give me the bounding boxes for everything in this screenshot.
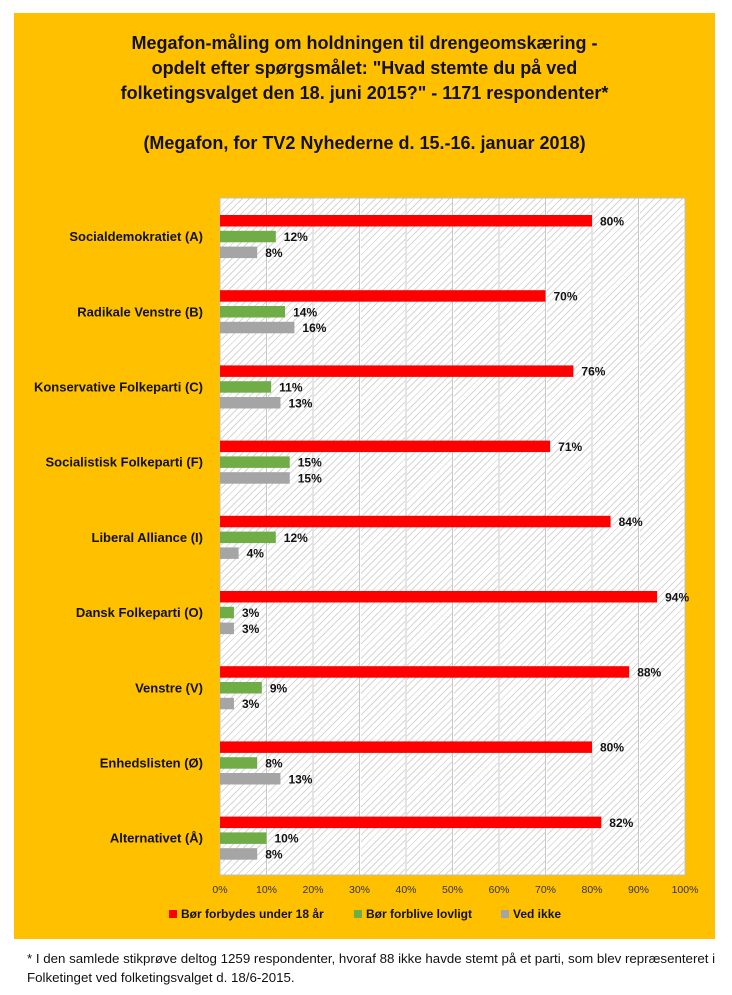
legend-swatch xyxy=(169,910,177,918)
x-tick-label: 20% xyxy=(302,884,323,896)
data-label: 80% xyxy=(600,741,624,755)
x-tick-label: 10% xyxy=(256,884,277,896)
data-label: 8% xyxy=(265,756,283,770)
bar xyxy=(220,306,286,318)
plot-hatch-band xyxy=(639,198,684,875)
data-label: 13% xyxy=(288,772,312,786)
bar xyxy=(220,515,611,528)
data-label: 76% xyxy=(581,365,605,379)
bar xyxy=(220,591,658,603)
bar xyxy=(220,230,276,243)
bar xyxy=(220,531,276,544)
category-label: Dansk Folkeparti (O) xyxy=(76,605,203,620)
x-tick-label: 90% xyxy=(628,884,649,896)
data-label: 4% xyxy=(247,547,265,561)
x-tick-label: 50% xyxy=(442,884,463,896)
data-label: 13% xyxy=(288,396,312,410)
bar xyxy=(220,622,234,635)
bar xyxy=(220,773,281,785)
plot-hatch-band xyxy=(593,198,638,875)
bar xyxy=(220,848,258,860)
x-tick-label: 80% xyxy=(581,884,602,896)
bar xyxy=(220,741,592,753)
data-label: 12% xyxy=(284,230,308,244)
plot-hatch-band xyxy=(360,198,405,875)
data-label: 15% xyxy=(298,471,322,485)
bar xyxy=(220,456,290,468)
data-label: 3% xyxy=(242,606,260,620)
data-label: 88% xyxy=(637,665,661,679)
legend-item: Bør forblive lovligt xyxy=(354,907,472,921)
legend-swatch xyxy=(501,910,509,918)
bar xyxy=(220,547,239,559)
plot-hatch-band xyxy=(407,198,452,875)
data-label: 3% xyxy=(242,622,260,636)
x-tick-label: 0% xyxy=(212,884,227,896)
x-tick-label: 30% xyxy=(349,884,370,896)
data-label: 84% xyxy=(619,515,643,529)
bar xyxy=(220,440,551,453)
footnote: * I den samlede stikprøve deltog 1259 re… xyxy=(27,951,716,985)
plot-hatch-band xyxy=(546,198,591,875)
bar xyxy=(220,666,630,678)
x-tick-label: 70% xyxy=(535,884,556,896)
legend-label: Ved ikke xyxy=(513,907,562,921)
x-tick-label: 100% xyxy=(672,884,699,896)
x-tick-label: 60% xyxy=(488,884,509,896)
chart-title-line-1: Megafon-måling om holdningen til drengeo… xyxy=(131,33,598,53)
data-label: 70% xyxy=(554,289,578,303)
legend-label: Bør forbydes under 18 år xyxy=(181,907,324,921)
data-label: 82% xyxy=(609,816,633,830)
data-label: 10% xyxy=(275,832,299,846)
category-label: Radikale Venstre (B) xyxy=(77,304,203,319)
category-label: Liberal Alliance (I) xyxy=(92,530,204,545)
data-label: 80% xyxy=(600,214,624,228)
data-label: 3% xyxy=(242,697,260,711)
chart-subtitle: (Megafon, for TV2 Nyhederne d. 15.-16. j… xyxy=(143,133,586,153)
data-label: 8% xyxy=(265,847,283,861)
legend-item: Ved ikke xyxy=(501,907,561,921)
plot-hatch-band xyxy=(500,198,545,875)
data-label: 71% xyxy=(558,440,582,454)
legend-swatch xyxy=(354,910,362,918)
data-label: 12% xyxy=(284,531,308,545)
bar xyxy=(220,606,234,619)
category-label: Konservative Folkeparti (C) xyxy=(34,379,203,394)
x-tick-label: 40% xyxy=(395,884,416,896)
bar xyxy=(220,321,295,334)
data-label: 16% xyxy=(302,321,326,335)
legend-label: Bør forblive lovligt xyxy=(366,907,473,921)
bar xyxy=(220,215,592,227)
bar xyxy=(220,472,290,484)
bar xyxy=(220,816,602,829)
data-label: 94% xyxy=(665,590,689,604)
data-label: 11% xyxy=(279,380,303,394)
bar xyxy=(220,365,574,377)
plot-hatch-band xyxy=(453,198,498,875)
chart-title-line-2: opdelt efter spørgsmålet: "Hvad stemte d… xyxy=(151,58,578,78)
legend: Bør forbydes under 18 år Bør forblive lov… xyxy=(0,907,732,927)
category-label: Socialdemokratiet (A) xyxy=(69,229,203,244)
category-label: Socialistisk Folkeparti (F) xyxy=(46,455,204,470)
category-label: Alternativet (Å) xyxy=(110,831,203,846)
bar xyxy=(220,290,546,302)
legend-item: Bør forbydes under 18 år xyxy=(169,907,324,921)
data-label: 9% xyxy=(270,681,288,695)
bar xyxy=(220,381,272,393)
data-label: 14% xyxy=(293,305,317,319)
bar xyxy=(220,832,267,844)
category-label: Enhedslisten (Ø) xyxy=(100,755,203,770)
bar xyxy=(220,246,258,259)
bar xyxy=(220,757,258,769)
chart-title-line-3: folketingsvalget den 18. juni 2015?" - 1… xyxy=(120,83,609,103)
bar xyxy=(220,697,234,710)
bar xyxy=(220,397,281,409)
bar xyxy=(220,682,262,694)
category-label: Venstre (V) xyxy=(135,680,203,695)
data-label: 8% xyxy=(265,246,283,260)
plot-hatch-band xyxy=(314,198,359,875)
data-label: 15% xyxy=(298,456,322,470)
